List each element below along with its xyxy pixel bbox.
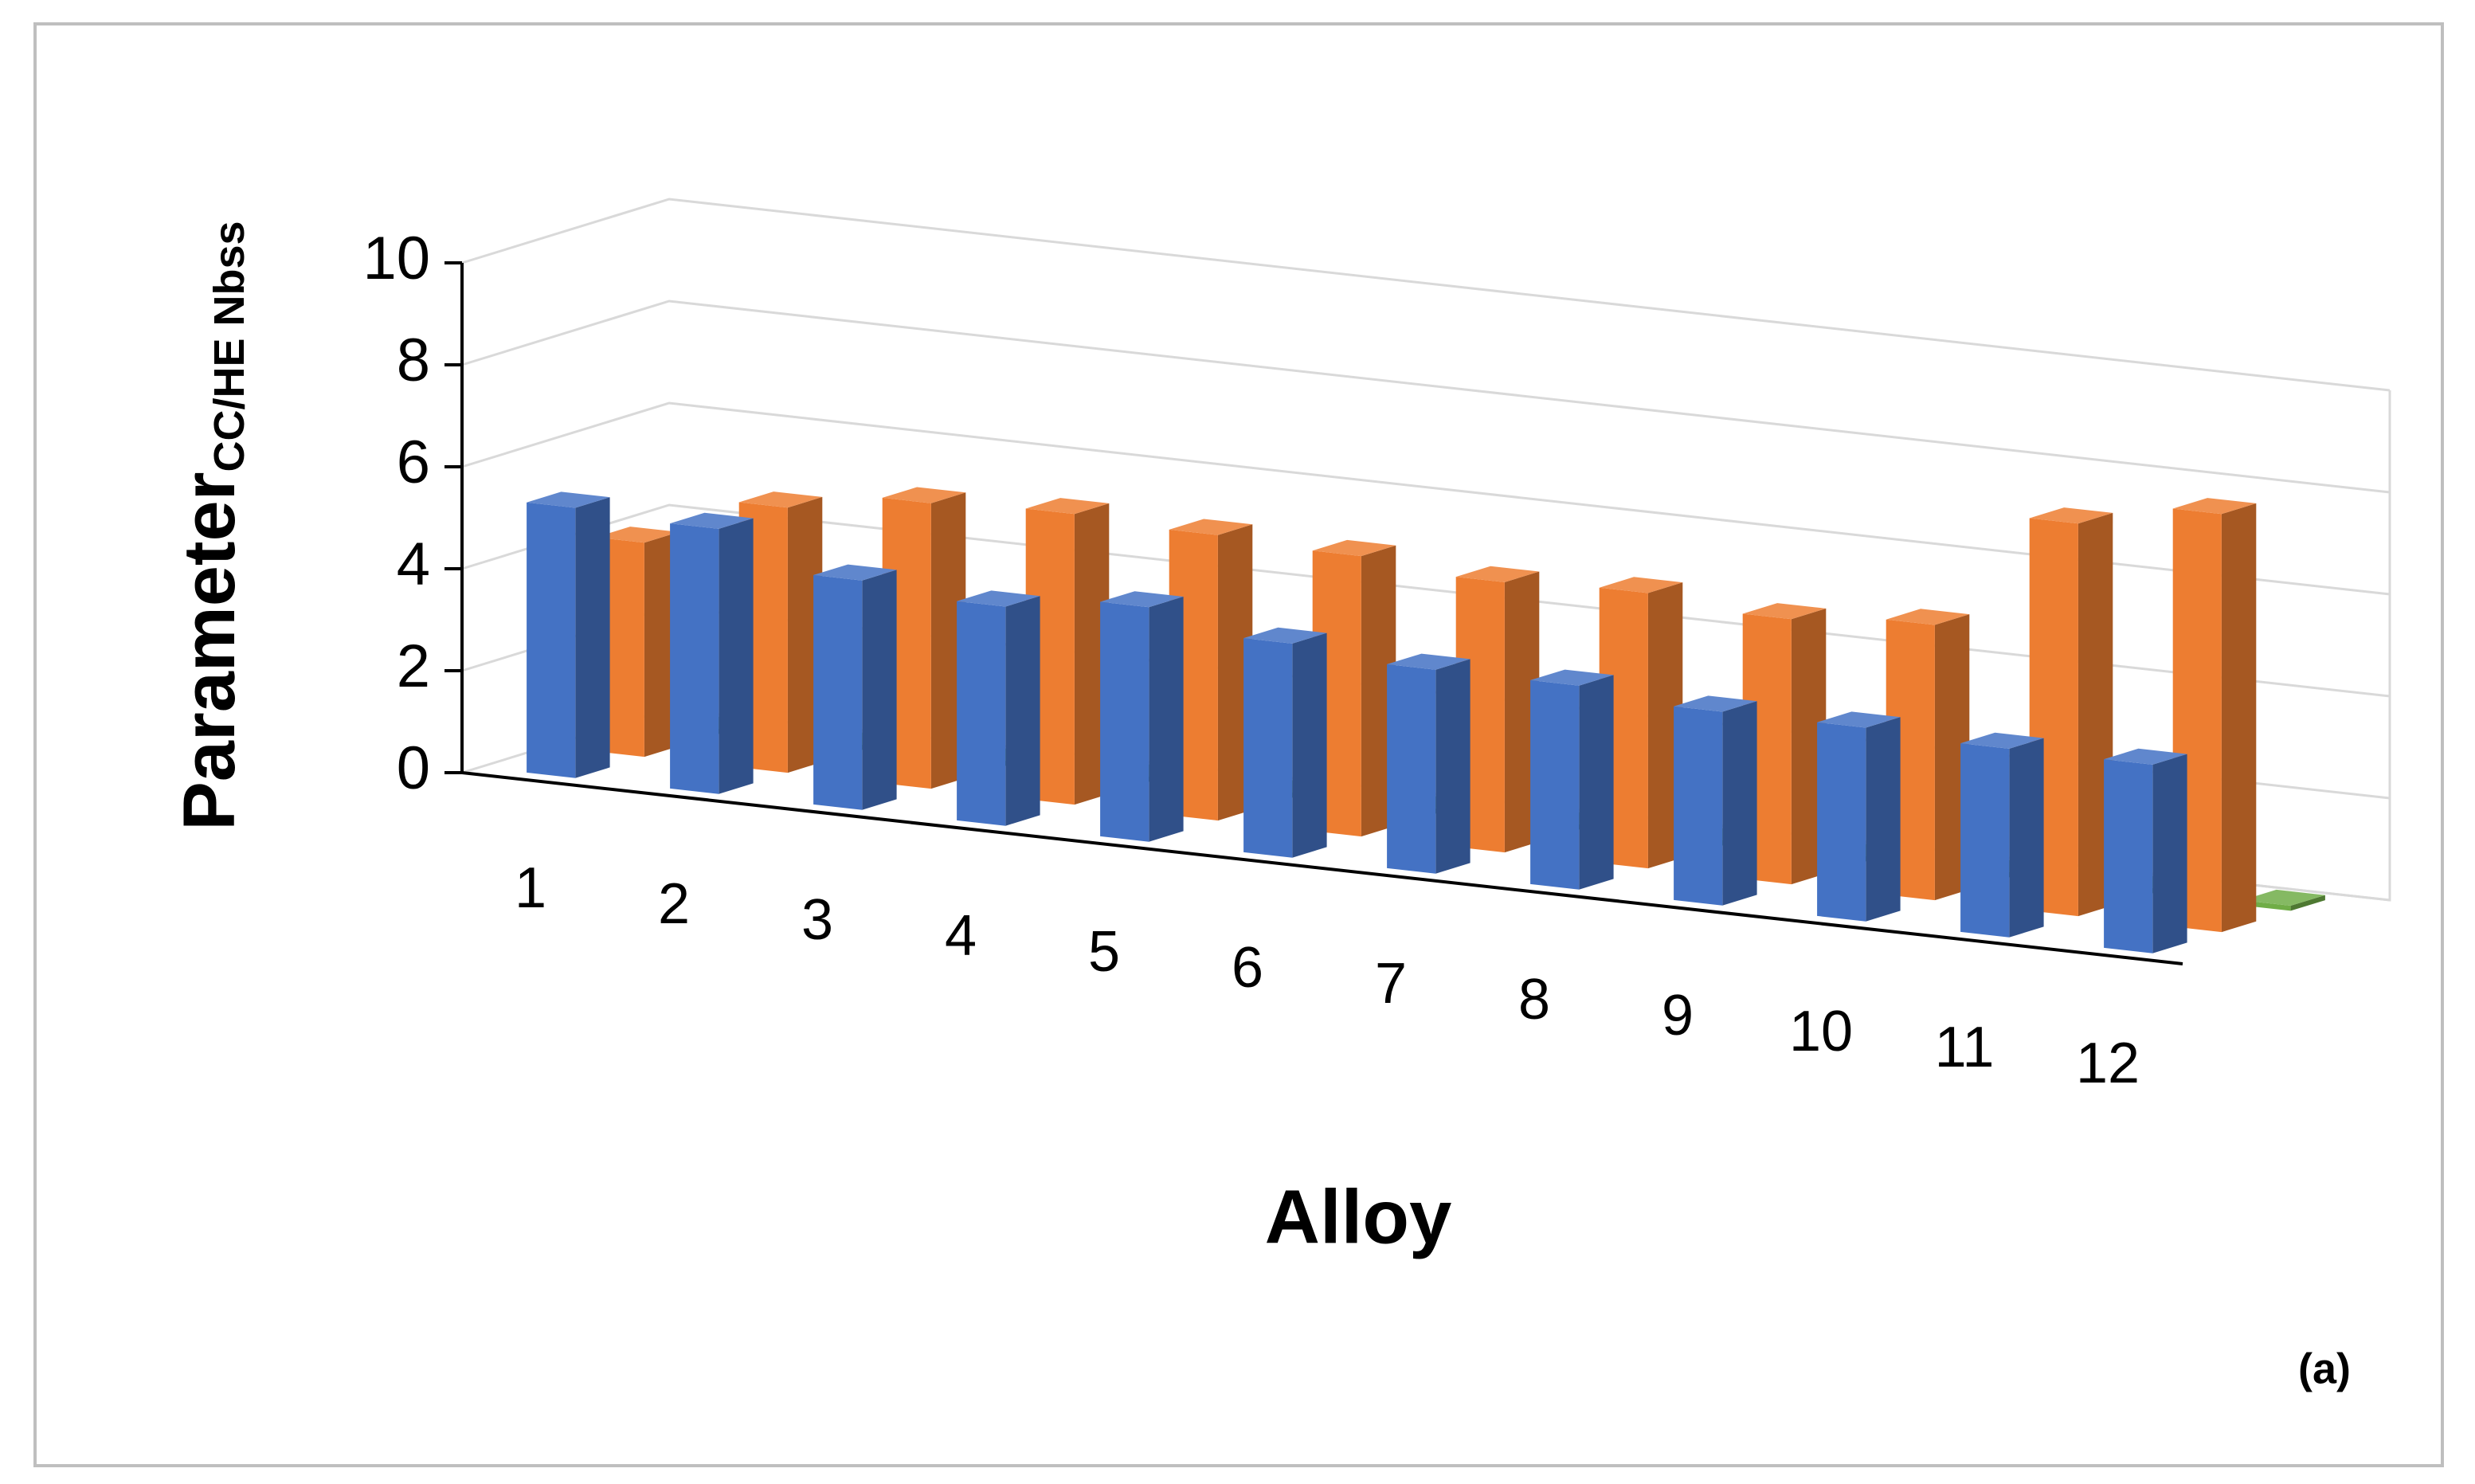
bar-top bbox=[595, 527, 679, 543]
bar-side bbox=[719, 518, 754, 794]
grid-line bbox=[461, 401, 2391, 596]
bar-top bbox=[1960, 732, 2044, 749]
bar-side bbox=[1149, 597, 1184, 842]
bar-top bbox=[1886, 609, 1970, 625]
x-tick-label: 3 bbox=[801, 888, 833, 952]
grid-line bbox=[461, 300, 2391, 494]
bar bbox=[1387, 653, 1471, 874]
bar-side bbox=[2221, 503, 2257, 933]
bar bbox=[1100, 591, 1184, 842]
bar-front bbox=[670, 523, 719, 794]
bar-top bbox=[2242, 889, 2325, 906]
bar-side bbox=[2290, 895, 2325, 911]
bar-top bbox=[1674, 695, 1757, 712]
x-axis-label: Alloy bbox=[1265, 1174, 1452, 1259]
bar-top bbox=[2104, 748, 2187, 765]
bar-side bbox=[2009, 738, 2044, 938]
bar-front bbox=[1100, 601, 1149, 842]
bar-top bbox=[738, 491, 823, 508]
bar bbox=[813, 564, 897, 810]
bar-side bbox=[1435, 659, 1471, 874]
y-axis-label-main: Parameter bbox=[169, 472, 250, 830]
bar bbox=[1960, 732, 2044, 938]
bar-top bbox=[527, 491, 610, 508]
bar-side bbox=[1292, 632, 1327, 858]
bar-top bbox=[1817, 711, 1901, 728]
x-tick-label: 7 bbox=[1375, 952, 1407, 1016]
x-tick-label: 10 bbox=[1789, 1000, 1853, 1063]
bar-front bbox=[1387, 664, 1436, 874]
bar-front bbox=[527, 502, 576, 778]
y-axis-label: ParameterCC/HE Nbss bbox=[169, 221, 253, 830]
y-tick-label: 6 bbox=[397, 429, 430, 496]
bar-top bbox=[1599, 577, 1683, 593]
bar-front bbox=[957, 601, 1006, 826]
y-tick-label: 10 bbox=[362, 225, 430, 292]
bar-front bbox=[1243, 638, 1293, 858]
x-tick-label: 12 bbox=[2076, 1032, 2140, 1095]
bar bbox=[1817, 711, 1901, 922]
y-tick-label: 8 bbox=[397, 327, 430, 394]
bar bbox=[957, 590, 1040, 826]
bar-top bbox=[670, 512, 754, 529]
bar bbox=[1674, 695, 1757, 906]
bar-top bbox=[882, 487, 966, 503]
bar-top bbox=[1387, 653, 1471, 670]
bar-top bbox=[1243, 627, 1327, 644]
bar-top bbox=[1025, 498, 1110, 515]
x-axis-line bbox=[461, 771, 2183, 965]
x-tick-label: 4 bbox=[945, 904, 977, 968]
x-tick-label: 5 bbox=[1088, 920, 1120, 984]
x-tick-label: 11 bbox=[1935, 1016, 1995, 1079]
bar-top bbox=[2172, 498, 2257, 515]
bar-side bbox=[862, 570, 897, 810]
bar-front bbox=[1530, 679, 1580, 890]
bar-side bbox=[575, 497, 610, 778]
bar bbox=[1243, 627, 1327, 858]
bar-front bbox=[2104, 759, 2153, 953]
bar-front bbox=[1817, 722, 1866, 922]
grid-line bbox=[461, 198, 2391, 392]
bar bbox=[527, 491, 610, 778]
x-tick-label: 9 bbox=[1662, 984, 1694, 1047]
bar-side bbox=[1579, 675, 1614, 890]
x-tick-label: 6 bbox=[1232, 936, 1263, 1000]
bar-top bbox=[957, 590, 1040, 607]
bar-front bbox=[1960, 743, 2010, 938]
bar-top bbox=[1169, 519, 1253, 535]
bar-front bbox=[813, 574, 863, 810]
bar-top bbox=[813, 564, 897, 581]
bar-top bbox=[1530, 669, 1614, 686]
bar-front bbox=[1674, 706, 1723, 906]
x-tick-label: 8 bbox=[1518, 968, 1550, 1032]
y-axis-label-sub: CC/HE Nbss bbox=[206, 221, 253, 472]
y-tick-label: 2 bbox=[397, 632, 430, 700]
bar-top bbox=[1312, 539, 1396, 557]
x-tick-label: 2 bbox=[658, 872, 690, 936]
bars bbox=[527, 487, 2325, 953]
bar-side bbox=[1866, 717, 1901, 922]
bar-side bbox=[1722, 701, 1757, 906]
bar-side bbox=[1005, 596, 1040, 826]
bar-side bbox=[2152, 754, 2187, 953]
bar bbox=[1530, 669, 1614, 890]
bar-top bbox=[1742, 603, 1827, 620]
panel-label: (a) bbox=[2298, 1345, 2351, 1392]
y-tick-label: 0 bbox=[397, 734, 430, 802]
bar-top bbox=[1455, 566, 1540, 582]
bar bbox=[2104, 748, 2187, 953]
bar-top bbox=[1100, 591, 1184, 608]
x-tick-label: 1 bbox=[515, 856, 546, 920]
bar-top bbox=[2029, 507, 2113, 524]
bar bbox=[670, 512, 754, 794]
y-tick-label: 4 bbox=[397, 531, 430, 598]
